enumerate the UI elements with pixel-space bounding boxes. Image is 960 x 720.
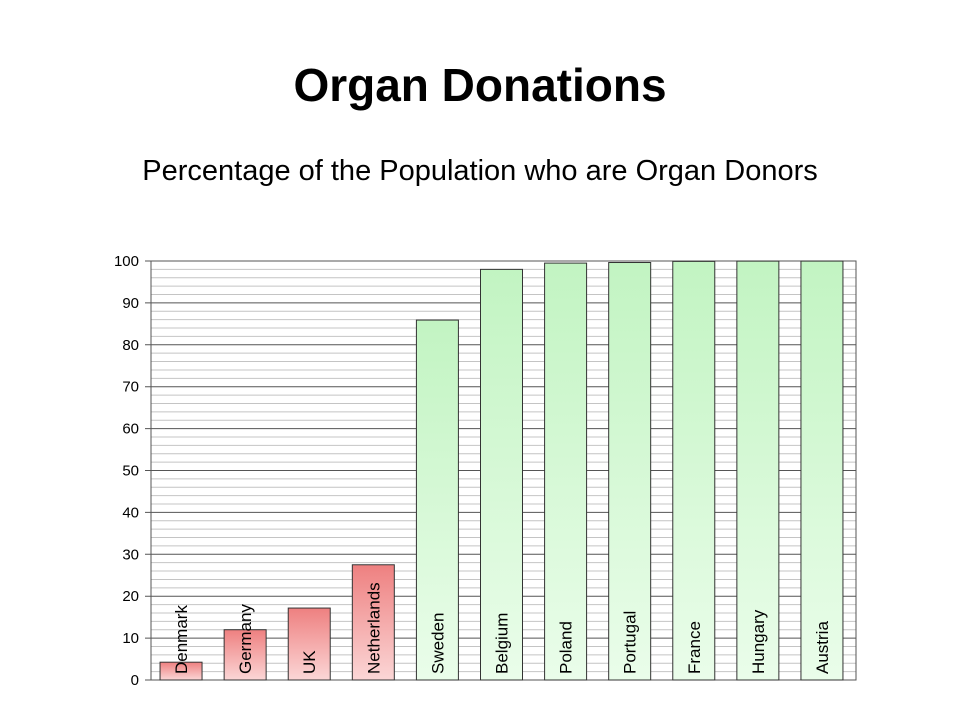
y-tick-label: 90 (122, 295, 139, 312)
bar-france (672, 260, 716, 681)
bar-label-austria: Austria (813, 621, 832, 674)
bar-austria (800, 260, 844, 681)
y-tick-label: 100 (114, 253, 139, 270)
bar-label-denmark: Denmark (172, 605, 191, 674)
bar-denmark (159, 661, 203, 681)
bar-hungary (736, 260, 780, 681)
slide-title: Organ Donations (293, 59, 667, 111)
y-tick-label: 60 (122, 421, 139, 438)
y-tick-label: 10 (122, 630, 139, 647)
bar-netherlands (351, 564, 395, 681)
bar-label-netherlands: Netherlands (364, 582, 383, 674)
bar-uk (287, 607, 331, 681)
bar-poland (544, 262, 588, 681)
y-tick-label: 50 (122, 463, 139, 480)
y-tick-label: 40 (122, 504, 139, 521)
y-tick-label: 80 (122, 337, 139, 354)
chart-title: Percentage of the Population who are Org… (142, 155, 818, 187)
bar-label-hungary: Hungary (749, 609, 768, 674)
y-tick-label: 70 (122, 379, 139, 396)
bar-label-uk: UK (300, 650, 319, 674)
bar-belgium (480, 268, 523, 681)
bar-label-france: France (685, 621, 704, 674)
bar-germany (223, 629, 267, 681)
bar-label-poland: Poland (557, 621, 576, 674)
bar-label-sweden: Sweden (428, 613, 447, 674)
y-tick-label: 20 (122, 588, 139, 605)
y-tick-label: 0 (131, 672, 139, 689)
y-tick-label: 30 (122, 546, 139, 563)
bar-label-germany: Germany (236, 604, 255, 674)
bar-portugal (608, 262, 652, 681)
bar-label-belgium: Belgium (493, 613, 512, 674)
bar-sweden (415, 319, 459, 681)
bar-label-portugal: Portugal (621, 611, 640, 674)
